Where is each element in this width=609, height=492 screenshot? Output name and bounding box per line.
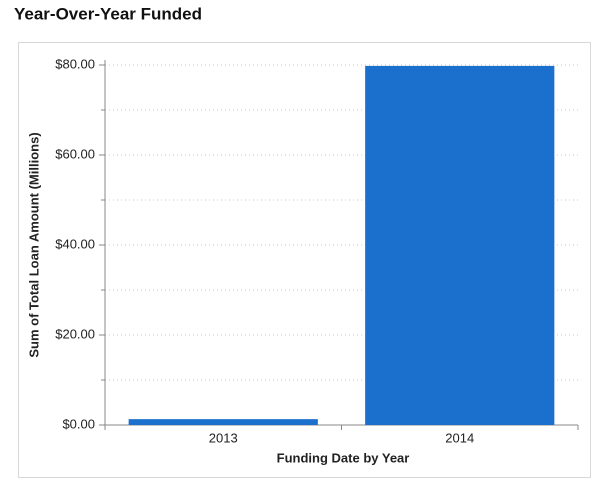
y-tick-label: $40.00 [55,236,95,251]
y-tick-label: $80.00 [55,56,95,71]
y-tick-label: $60.00 [55,146,95,161]
y-tick-label: $20.00 [55,326,95,341]
x-axis-label: Funding Date by Year [277,450,410,465]
chart-title: Year-Over-Year Funded [14,4,202,23]
y-tick-label: $0.00 [62,416,95,431]
x-tick-label: 2014 [445,430,474,445]
y-axis-label: Sum of Total Loan Amount (Millions) [26,132,41,357]
bar [128,419,318,425]
panel [18,42,591,478]
bar [365,65,555,426]
x-tick-label: 2013 [209,430,238,445]
